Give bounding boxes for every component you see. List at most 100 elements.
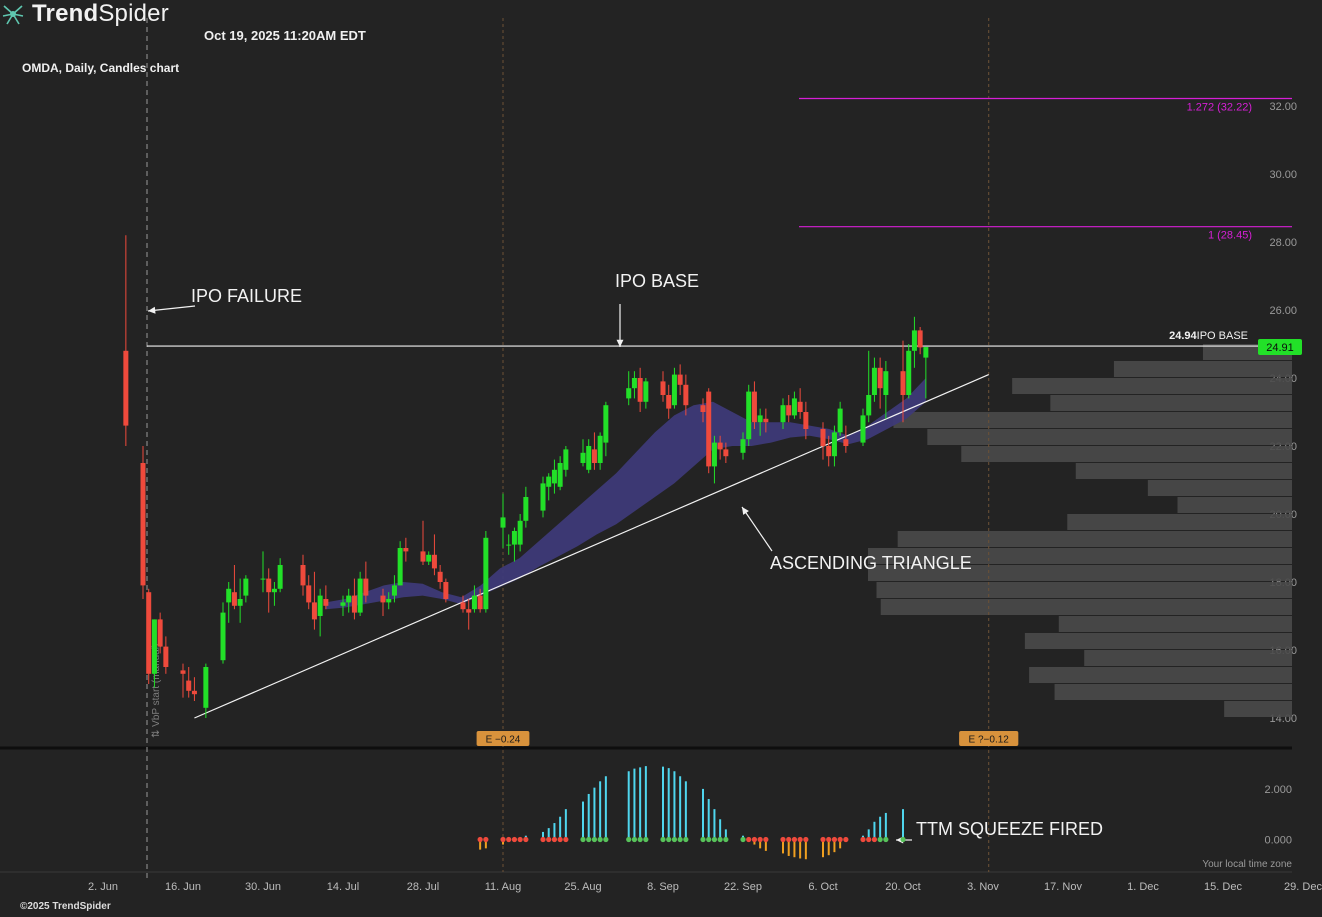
squeeze-dot [723, 836, 729, 843]
brand-name: TrendSpider [32, 0, 169, 27]
arrow-ipo-base [616, 304, 624, 347]
squeeze-dot [523, 836, 529, 843]
earnings-badge-label: E ?−0.12 [969, 735, 1010, 746]
chart-timestamp: Oct 19, 2025 11:20AM EDT [204, 28, 366, 43]
candle [231, 565, 237, 610]
trendspider-logo-icon [2, 5, 24, 25]
candle [157, 612, 163, 654]
candle [671, 367, 677, 409]
squeeze-dot [860, 836, 866, 843]
candle-body [740, 439, 746, 453]
volume-profile-bar [1147, 480, 1292, 496]
candle [266, 568, 272, 613]
candle-body [431, 554, 437, 569]
x-tick-label: 17. Nov [1044, 881, 1082, 893]
current-price-label: 24.91 [1266, 342, 1294, 354]
squeeze-dot [557, 836, 563, 843]
candle-body [877, 367, 883, 389]
candle [791, 391, 797, 419]
candle-body [123, 350, 129, 426]
candle-body [163, 646, 169, 667]
candle-body [820, 429, 826, 446]
candle-body [677, 374, 683, 385]
candle-body [157, 619, 163, 647]
candle-body [506, 544, 512, 546]
squeeze-dot [803, 836, 809, 843]
squeeze-y-tick-label: 0.000 [1264, 835, 1292, 847]
candle-body [403, 548, 409, 552]
candle-body [843, 439, 849, 446]
squeeze-dot [506, 836, 512, 843]
candle [437, 565, 443, 589]
candle-body [266, 578, 272, 593]
x-tick-label: 6. Oct [808, 881, 837, 893]
candle-body [906, 350, 912, 395]
volume-profile-bar [1224, 701, 1292, 717]
candle [557, 456, 563, 491]
candle [723, 442, 729, 463]
x-tick-label: 8. Sep [647, 881, 679, 893]
arrow-ipo-failure [147, 305, 196, 314]
candle [546, 473, 552, 501]
candle-body [603, 405, 609, 443]
volume-profile-bar [893, 412, 1292, 428]
y-tick-label: 32.00 [1269, 101, 1297, 113]
candle-body [203, 667, 209, 708]
candle-body [883, 371, 889, 395]
candle [466, 599, 472, 630]
candle-body [317, 595, 323, 616]
candle-body [871, 367, 877, 395]
squeeze-dot [517, 836, 523, 843]
candle-body [546, 476, 552, 487]
candle [797, 388, 803, 419]
candle [551, 459, 557, 494]
squeeze-dot [706, 836, 712, 843]
candle-body [580, 452, 586, 463]
candle [631, 371, 637, 399]
candle-body [363, 578, 369, 596]
candle [843, 425, 849, 453]
candle [311, 571, 317, 630]
volume-profile-bar [868, 548, 1292, 564]
volume-profile-bar [1029, 667, 1292, 683]
squeeze-dot [591, 836, 598, 843]
candle-body [306, 585, 312, 603]
x-tick-label: 30. Jun [245, 881, 281, 893]
candle [643, 378, 649, 409]
candle-body [666, 395, 672, 409]
squeeze-dot [540, 836, 546, 843]
candle [351, 578, 357, 620]
candle [471, 585, 477, 613]
y-tick-label: 28.00 [1269, 237, 1297, 249]
candle [140, 446, 146, 599]
candles [123, 235, 929, 718]
candle [746, 384, 752, 446]
candle-body [500, 517, 506, 528]
candle-body [340, 602, 346, 606]
volume-profile-bar [1054, 684, 1292, 700]
squeeze-dot [603, 836, 609, 843]
volume-profile-bar [1058, 616, 1292, 632]
squeeze-dot [683, 836, 689, 843]
candle-body [643, 381, 649, 402]
candle-body [683, 384, 689, 406]
squeeze-dot [871, 836, 878, 843]
candle-body [420, 551, 426, 562]
x-tick-label: 25. Aug [564, 881, 601, 893]
x-tick-label: 11. Aug [485, 881, 522, 893]
squeeze-dot [677, 836, 683, 843]
squeeze-dot [586, 836, 592, 843]
squeeze-dot [843, 836, 849, 843]
candle [780, 398, 786, 429]
candle-body [631, 378, 637, 389]
x-tick-label: 22. Sep [724, 881, 762, 893]
candle [706, 388, 712, 474]
candle-body [586, 446, 592, 470]
candle [740, 432, 746, 460]
candle [883, 361, 889, 419]
candle-body [837, 408, 843, 433]
candle [357, 571, 363, 616]
candle [523, 486, 529, 528]
x-tick-label: 15. Dec [1204, 881, 1242, 893]
